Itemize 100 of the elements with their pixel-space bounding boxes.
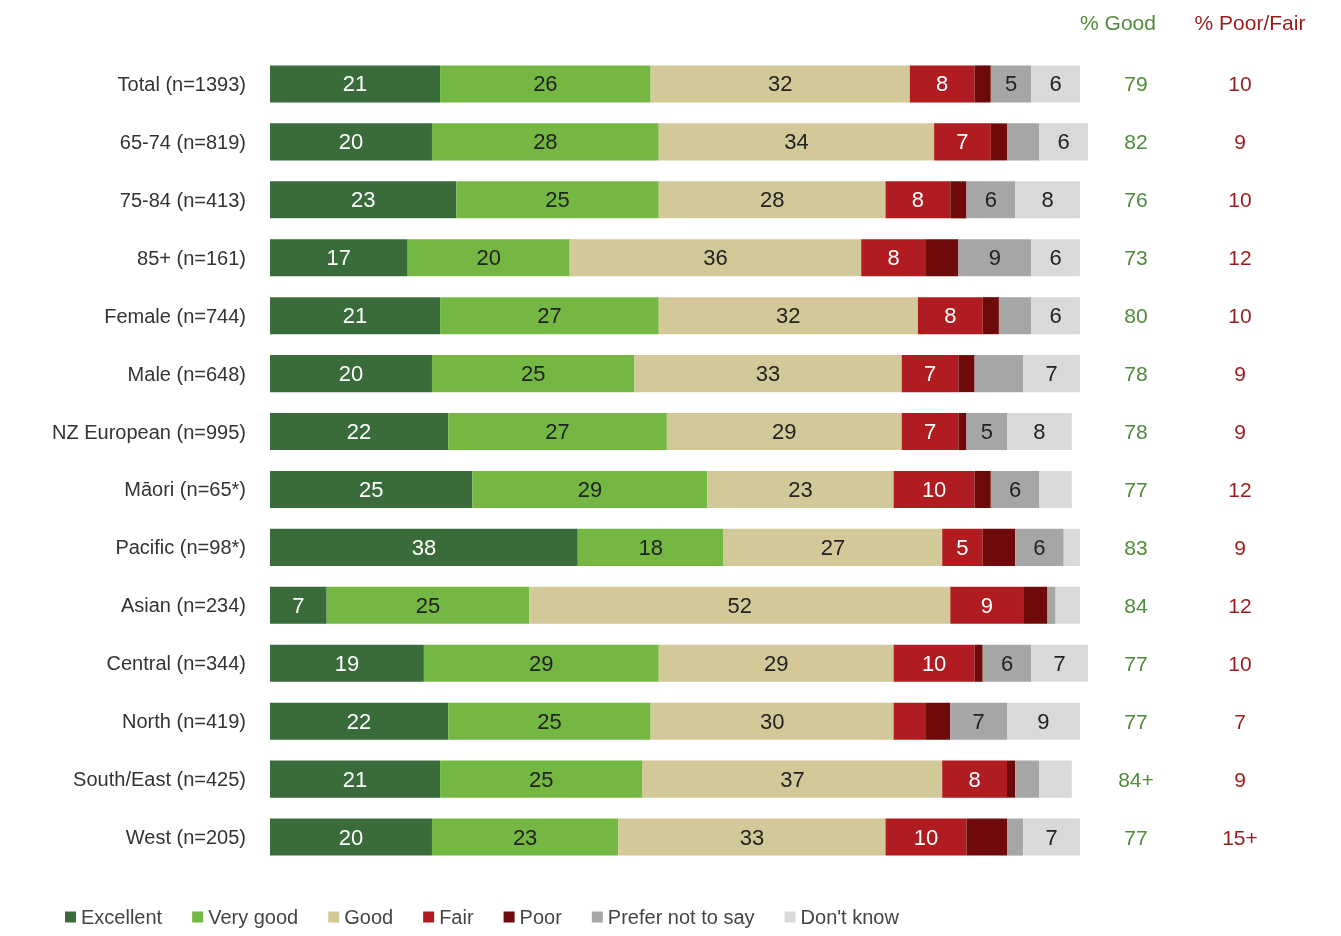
bar	[658, 644, 894, 682]
bar	[1039, 760, 1072, 798]
data-label: 25	[359, 476, 384, 502]
text: 77	[1124, 825, 1148, 849]
data-label: 34	[784, 129, 809, 155]
text: 79	[1124, 72, 1148, 96]
y-tick-label: 85+ (n=161)	[137, 246, 246, 269]
bar	[1055, 586, 1080, 624]
data-label: 7	[923, 419, 937, 445]
bar	[270, 65, 441, 103]
data-label: 7	[1045, 361, 1058, 387]
bar	[893, 470, 975, 508]
data-label: 20	[338, 824, 364, 850]
text: 12	[1228, 246, 1252, 270]
data-label: 8	[1041, 187, 1054, 213]
bar	[456, 181, 659, 219]
data-label: 6	[1033, 534, 1046, 560]
bar	[577, 528, 724, 566]
bar	[901, 413, 959, 451]
bar	[448, 702, 651, 740]
y-tick-label: 75-84 (n=413)	[119, 188, 246, 211]
bar	[1031, 239, 1080, 277]
data-label: 23	[350, 187, 376, 213]
bar	[270, 123, 432, 161]
data-label: 5	[956, 534, 969, 560]
data-label: 9	[988, 245, 1001, 271]
bar	[1015, 760, 1040, 798]
data-label: 28	[533, 129, 558, 155]
bar	[270, 644, 424, 682]
text: 78	[1124, 420, 1148, 444]
data-label: 7	[923, 361, 937, 387]
data-label: 7	[292, 592, 305, 618]
bar	[270, 239, 408, 277]
data-label: 32	[768, 71, 793, 97]
bar	[270, 818, 432, 856]
bar	[982, 644, 1032, 682]
bar	[431, 818, 619, 856]
bar	[618, 818, 886, 856]
data-label: 20	[476, 245, 501, 271]
bar	[974, 470, 991, 508]
bar	[1023, 355, 1080, 393]
bar	[934, 123, 991, 161]
bar	[990, 470, 1040, 508]
text: 10	[1228, 72, 1252, 96]
legend-label: Don't know	[800, 906, 900, 928]
data-label: 29	[772, 419, 797, 445]
text: 9	[1234, 420, 1246, 444]
bar	[270, 528, 578, 566]
data-label: 36	[703, 245, 728, 271]
legend-label: Excellent	[81, 906, 163, 928]
data-label: 25	[520, 361, 546, 387]
bar	[1063, 528, 1080, 566]
bar	[1007, 413, 1072, 451]
bar	[966, 413, 1008, 451]
data-label: 7	[1045, 824, 1058, 850]
data-label: 23	[788, 476, 813, 502]
text: 10	[1228, 651, 1252, 675]
y-tick-label: Female (n=744)	[104, 304, 246, 327]
bar	[658, 297, 918, 335]
data-label: 9	[980, 592, 993, 618]
data-label: 25	[529, 766, 554, 792]
bar	[926, 239, 959, 277]
bar	[440, 297, 659, 335]
text: 9	[1234, 130, 1246, 154]
bar	[1039, 470, 1072, 508]
data-label: 7	[972, 708, 985, 734]
bar	[634, 355, 902, 393]
bar	[958, 355, 975, 393]
data-label: 33	[739, 824, 765, 850]
data-label: 22	[346, 708, 372, 734]
bar	[666, 413, 902, 451]
data-label: 33	[755, 361, 781, 387]
bar	[974, 65, 991, 103]
text: 9	[1234, 362, 1246, 386]
bar	[270, 586, 327, 624]
bar	[917, 297, 983, 335]
data-label: 8	[911, 187, 925, 213]
text: 12	[1228, 593, 1252, 617]
data-label: 21	[342, 766, 368, 792]
data-label: 32	[776, 303, 801, 329]
bar	[440, 65, 651, 103]
text: 78	[1124, 362, 1148, 386]
y-tick-label: Pacific (n=98*)	[115, 536, 246, 559]
legend-label: Good	[344, 906, 394, 928]
bar	[270, 297, 441, 335]
bar	[431, 123, 659, 161]
bar	[407, 239, 570, 277]
data-label: 25	[545, 187, 570, 213]
y-tick-label: NZ European (n=995)	[51, 420, 246, 443]
data-label: 25	[415, 592, 441, 618]
data-label: 30	[759, 708, 785, 734]
bar	[472, 470, 708, 508]
bar	[950, 702, 1008, 740]
data-label: 10	[921, 650, 947, 676]
data-label: 8	[1033, 419, 1046, 445]
data-label: 21	[342, 71, 368, 97]
text: 73	[1124, 246, 1148, 270]
data-label: 6	[1049, 245, 1062, 271]
bar	[901, 355, 959, 393]
data-label: 8	[887, 245, 900, 271]
